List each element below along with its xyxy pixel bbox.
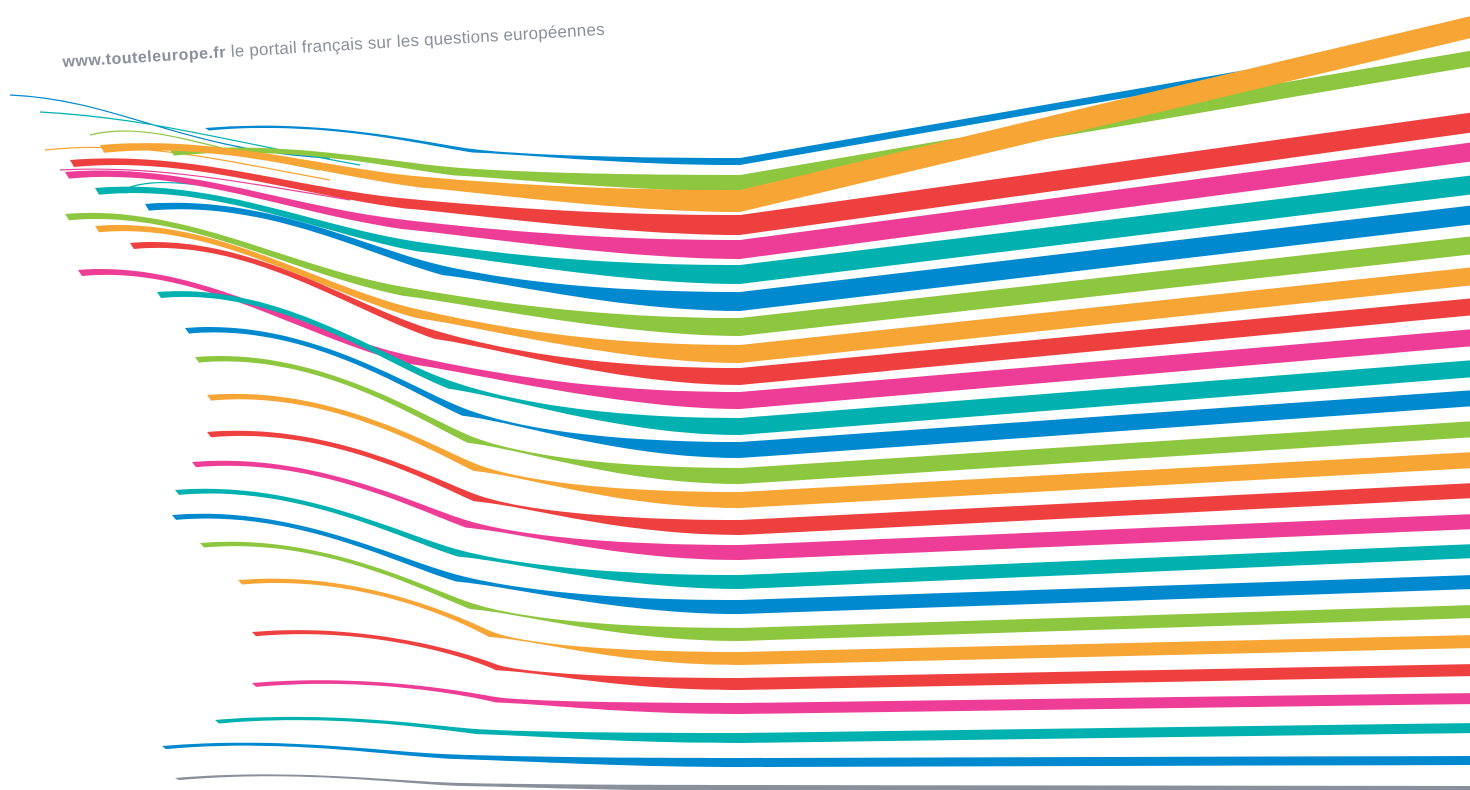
wisp-line-5	[59, 168, 351, 201]
ribbon-pink-23	[252, 680, 1470, 714]
ribbon-green-8	[65, 213, 1470, 336]
ribbon-pink-5	[65, 142, 1470, 259]
ribbon-teal-6	[95, 175, 1470, 284]
ribbon-teal-12	[157, 291, 1470, 435]
ribbon-gray-26	[175, 774, 1470, 790]
ribbon-orange-15	[207, 393, 1470, 508]
ribbon-orange-21	[238, 578, 1470, 665]
ribbon-teal-24	[215, 716, 1470, 743]
ribbon-red-16	[207, 430, 1470, 535]
ribbon-red-4	[70, 112, 1470, 235]
ribbon-blue-25	[162, 742, 1470, 767]
ribbon-pink-17	[192, 460, 1470, 560]
ribbon-blue-7	[145, 202, 1470, 311]
ribbon-green-14	[195, 356, 1470, 484]
ribbon-pink-11	[78, 269, 1470, 409]
ribbon-green-20	[200, 541, 1470, 641]
ribbon-red-22	[252, 630, 1470, 690]
ribbon-green-2	[170, 50, 1470, 191]
ribbon-teal-18	[175, 488, 1470, 589]
ribbon-blue-13	[185, 327, 1470, 458]
ribbon-blue-19	[172, 513, 1470, 614]
